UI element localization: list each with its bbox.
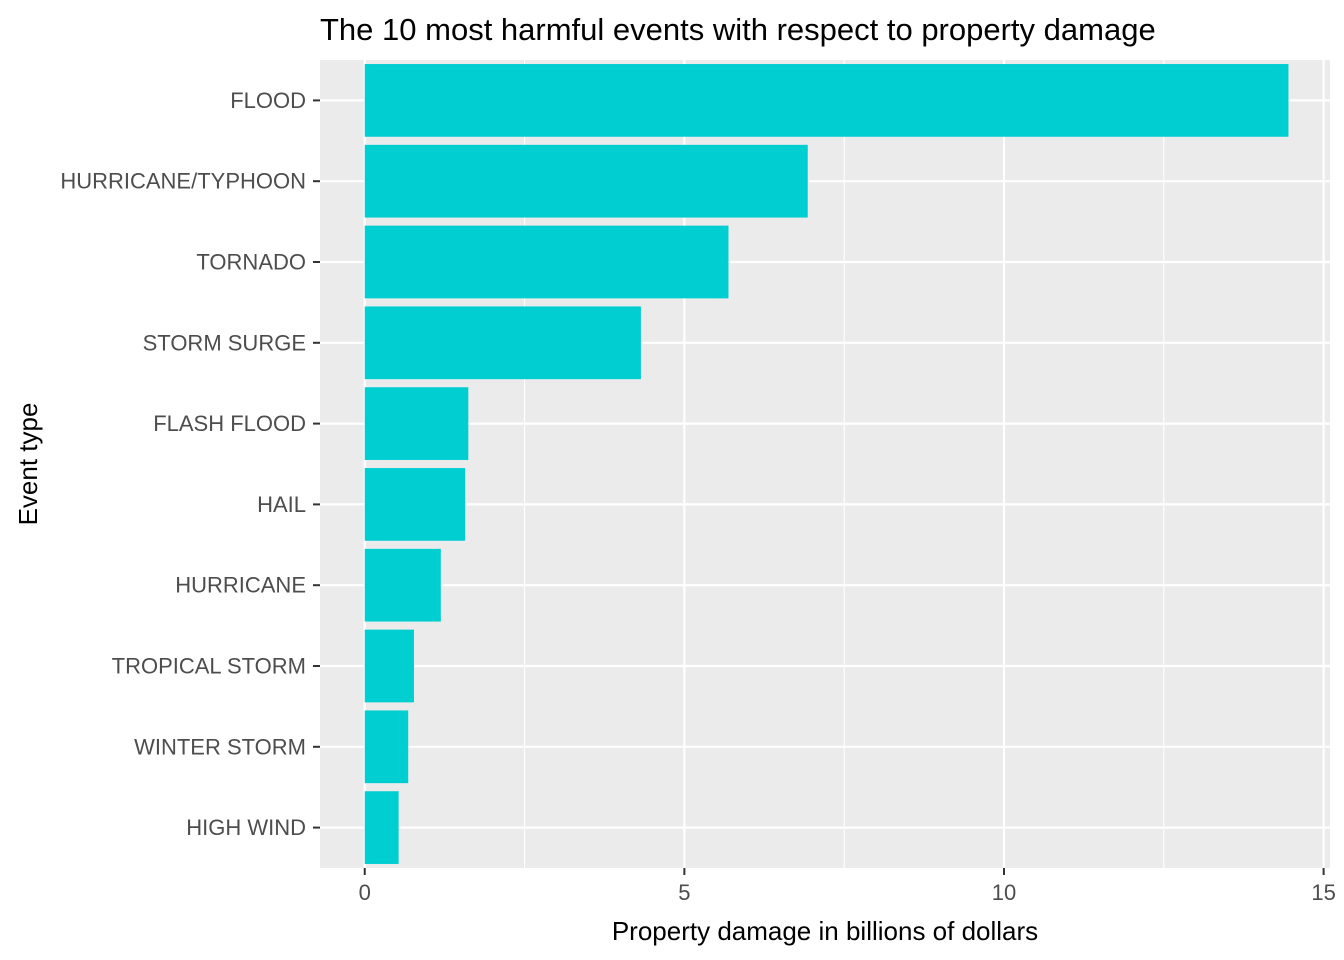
y-tick-label: TORNADO [196, 250, 306, 275]
y-tick-label: HIGH WIND [186, 815, 306, 840]
y-tick-label: HURRICANE/TYPHOON [60, 169, 306, 194]
bar-tropical-storm [364, 629, 414, 703]
bar-hurricane-typhoon [364, 144, 808, 218]
bar-hurricane [364, 548, 441, 622]
bar-high-wind [364, 791, 399, 864]
x-tick-label: 10 [992, 880, 1016, 905]
bar-flood [364, 64, 1289, 137]
bar-winter-storm [364, 710, 409, 784]
y-tick-label: STORM SURGE [143, 330, 306, 355]
chart-title: The 10 most harmful events with respect … [320, 12, 1156, 47]
y-tick-label: FLOOD [230, 88, 306, 113]
bar-hail [364, 468, 466, 541]
x-axis: 0 5 10 15 [359, 868, 1336, 905]
x-tick-label: 15 [1311, 880, 1335, 905]
x-tick-label: 0 [359, 880, 371, 905]
y-tick-label: HAIL [257, 492, 306, 517]
bar-storm-surge [364, 306, 641, 380]
x-tick-label: 5 [678, 880, 690, 905]
bar-layer [364, 64, 1289, 864]
x-axis-title: Property damage in billions of dollars [612, 916, 1038, 946]
y-tick-label: HURRICANE [175, 573, 306, 598]
y-tick-label: TROPICAL STORM [112, 654, 306, 679]
bar-flash-flood [364, 387, 469, 460]
y-axis-title: Event type [13, 403, 43, 526]
y-axis: FLOOD HURRICANE/TYPHOON TORNADO STORM SURGE… [60, 88, 320, 840]
bar-tornado [364, 225, 729, 299]
y-tick-label: WINTER STORM [134, 734, 306, 759]
y-tick-label: FLASH FLOOD [153, 411, 306, 436]
